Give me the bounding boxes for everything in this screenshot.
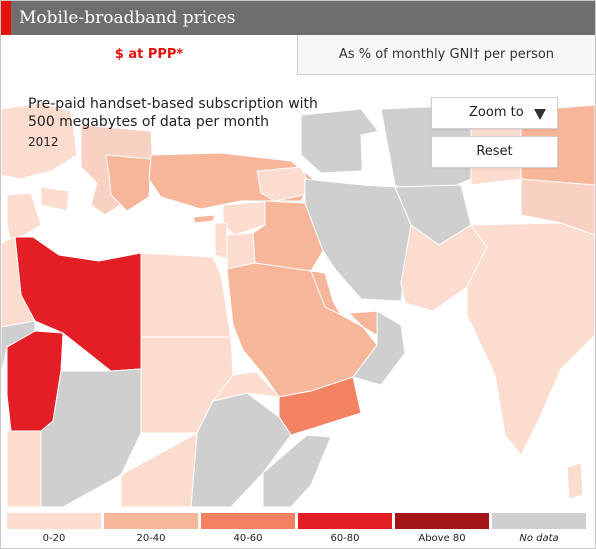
region-nigeria[interactable] [6,430,42,507]
region-iberia-france[interactable] [1,102,78,180]
region-cyprus[interactable] [192,214,216,224]
legend-swatch-60-80 [298,513,392,529]
legend-label-60-80: 60-80 [330,533,360,544]
legend-swatch-0-20 [7,513,101,529]
legend-swatch-above-80 [395,513,489,529]
map-year: 2012 [28,135,59,149]
tab-percent-gni[interactable]: As % of monthly GNI† per person [297,35,595,75]
map-area[interactable]: Pre-paid handset-based subscription with… [1,75,595,507]
region-syria[interactable] [222,200,272,236]
region-oman[interactable] [352,310,406,386]
legend-swatch-no-data [492,513,586,529]
region-algeria[interactable] [1,236,36,328]
legend-swatch-20-40 [104,513,198,529]
region-georgia-armenia[interactable] [256,166,314,202]
legend-label-no-data: No data [519,533,559,544]
region-arabian-sea [311,311,521,507]
region-sahel-west[interactable] [1,320,36,376]
legend: 0-20 20-40 40-60 60-80 Above 80 No data [1,507,595,548]
header-accent-bar [1,1,11,35]
tab-dollars-ppp[interactable]: $ at PPP* [1,35,297,75]
region-lebanon-israel[interactable] [214,222,228,260]
region-nepal-himalaya[interactable] [520,178,595,236]
region-caucasus[interactable] [300,108,382,174]
region-egypt[interactable] [140,252,232,338]
legend-swatch-40-60 [201,513,295,529]
region-sri-lanka[interactable] [566,462,584,500]
region-central-africa[interactable] [40,368,142,507]
legend-label-0-20: 0-20 [42,533,66,544]
region-red-sea [215,257,279,397]
chart-title: Mobile-broadband prices [19,8,236,28]
subtitle-line-1: Pre-paid handset-based subscription with [28,96,318,112]
region-tunisia-coast[interactable] [6,192,42,244]
legend-label-20-40: 20-40 [136,533,166,544]
region-persian-gulf [323,251,361,315]
legend-label-40-60: 40-60 [233,533,263,544]
zoom-to-label: Zoom to [469,105,524,120]
map-subtitle: Pre-paid handset-based subscription with… [28,95,358,131]
triangle-down-icon [534,109,546,120]
region-east-africa-lower[interactable] [120,432,198,507]
subtitle-line-2: 500 megabytes of data per month [28,114,269,130]
tab-bar: $ at PPP* As % of monthly GNI† per perso… [1,35,595,75]
reset-button[interactable]: Reset [431,136,558,168]
region-iran[interactable] [304,178,412,302]
region-sicily-malta[interactable] [40,186,70,212]
legend-label-above-80: Above 80 [418,533,466,544]
header-bar: Mobile-broadband prices [1,1,595,35]
region-india[interactable] [466,222,595,456]
zoom-to-dropdown[interactable]: Zoom to [431,97,558,129]
